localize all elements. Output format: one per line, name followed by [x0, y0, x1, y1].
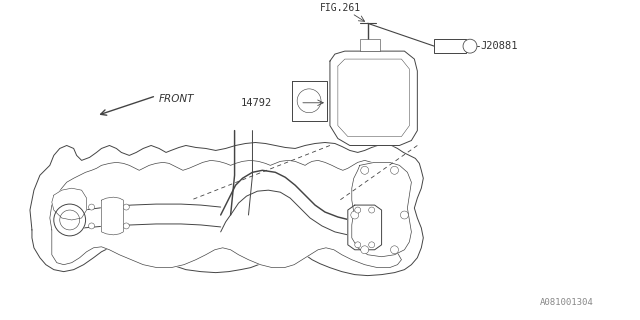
Text: FIG.261: FIG.261 [320, 4, 361, 13]
Circle shape [390, 166, 399, 174]
Circle shape [88, 223, 95, 229]
Circle shape [54, 204, 86, 236]
Text: FRONT: FRONT [159, 94, 195, 104]
Polygon shape [352, 162, 412, 257]
Circle shape [355, 242, 361, 248]
Circle shape [124, 204, 129, 210]
Circle shape [297, 89, 321, 113]
Bar [434, 39, 466, 53]
Circle shape [351, 211, 359, 219]
Polygon shape [292, 81, 327, 121]
Circle shape [463, 39, 477, 53]
Circle shape [124, 223, 129, 229]
Polygon shape [30, 142, 423, 276]
Polygon shape [50, 160, 401, 268]
Text: J20881: J20881 [480, 41, 517, 51]
Polygon shape [338, 59, 410, 137]
Polygon shape [348, 205, 381, 250]
Circle shape [361, 166, 369, 174]
Circle shape [361, 246, 369, 254]
Bar [360, 39, 380, 51]
Circle shape [390, 246, 399, 254]
Circle shape [401, 211, 408, 219]
Circle shape [88, 204, 95, 210]
Polygon shape [102, 197, 124, 235]
Circle shape [355, 207, 361, 213]
Text: 14792: 14792 [241, 98, 272, 108]
Circle shape [369, 242, 374, 248]
Polygon shape [52, 188, 86, 220]
Circle shape [369, 207, 374, 213]
Text: A081001304: A081001304 [540, 298, 593, 308]
Polygon shape [330, 51, 417, 146]
